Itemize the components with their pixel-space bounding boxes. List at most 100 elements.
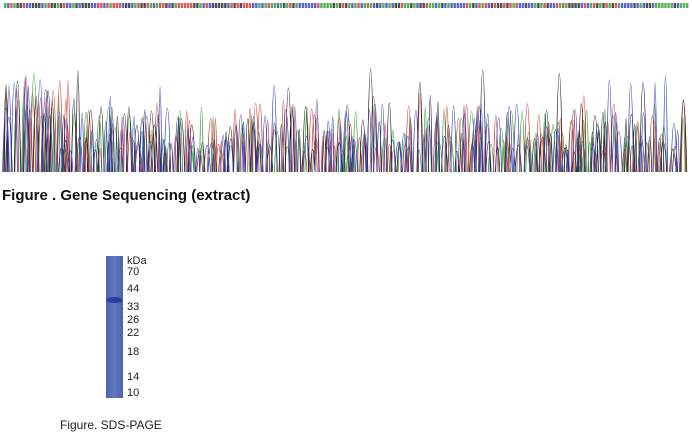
base-letter bbox=[453, 3, 456, 8]
base-letter bbox=[146, 3, 149, 8]
base-letter bbox=[338, 3, 342, 8]
base-letter bbox=[602, 3, 605, 8]
base-letter bbox=[627, 3, 630, 8]
base-letter bbox=[81, 3, 84, 8]
base-letter bbox=[639, 3, 642, 8]
base-letter bbox=[562, 3, 565, 8]
base-letter bbox=[686, 3, 689, 8]
base-letter bbox=[22, 3, 25, 8]
base-letter bbox=[44, 3, 47, 8]
base-letter bbox=[565, 3, 568, 8]
base-letter bbox=[608, 3, 611, 8]
base-letter bbox=[614, 3, 618, 8]
base-letter bbox=[214, 3, 218, 8]
base-letter bbox=[558, 3, 562, 8]
base-letter bbox=[667, 3, 670, 8]
base-letter bbox=[10, 3, 13, 8]
base-letter bbox=[72, 3, 75, 8]
base-letter bbox=[128, 3, 131, 8]
gel-marker: 70 bbox=[127, 266, 140, 278]
base-letter bbox=[264, 3, 267, 8]
base-letter bbox=[4, 3, 7, 8]
base-letter bbox=[540, 3, 543, 8]
base-letter bbox=[137, 3, 140, 8]
base-letter bbox=[298, 3, 301, 8]
gel-marker: 14 bbox=[127, 371, 140, 383]
base-letter bbox=[441, 3, 444, 8]
base-letter bbox=[363, 3, 366, 8]
base-letter bbox=[586, 3, 590, 8]
base-letter bbox=[295, 3, 298, 8]
base-letter bbox=[221, 3, 224, 8]
base-letter bbox=[307, 3, 311, 8]
base-letter bbox=[633, 3, 636, 8]
base-letter bbox=[555, 3, 559, 8]
base-letter bbox=[438, 3, 441, 8]
base-letter bbox=[112, 3, 115, 8]
base-letter bbox=[292, 3, 295, 8]
base-letter bbox=[670, 3, 673, 8]
gel-marker: 44 bbox=[127, 283, 140, 295]
base-letter bbox=[413, 3, 416, 8]
base-letter bbox=[152, 3, 156, 8]
base-letter bbox=[431, 3, 435, 8]
base-letter bbox=[208, 3, 211, 8]
base-letter bbox=[537, 3, 540, 8]
base-letter bbox=[180, 3, 184, 8]
base-letter bbox=[444, 3, 447, 8]
base-letter bbox=[289, 3, 292, 8]
trace bbox=[3, 68, 688, 173]
base-letter bbox=[286, 3, 289, 8]
base-letter bbox=[593, 3, 596, 8]
base-letter bbox=[261, 3, 264, 8]
base-letter bbox=[385, 3, 388, 8]
base-letter bbox=[577, 3, 580, 8]
base-letter bbox=[31, 3, 35, 8]
base-letter bbox=[509, 3, 512, 8]
base-letter bbox=[97, 3, 100, 8]
base-letter bbox=[255, 3, 258, 8]
base-letter bbox=[605, 3, 608, 8]
base-letter bbox=[394, 3, 397, 8]
base-letter bbox=[620, 3, 624, 8]
base-letter bbox=[518, 3, 521, 8]
base-letter bbox=[332, 3, 335, 8]
base-letter bbox=[366, 3, 370, 8]
base-letter bbox=[168, 3, 171, 8]
base-letter bbox=[323, 3, 326, 8]
base-letter bbox=[478, 3, 481, 8]
base-letter bbox=[199, 3, 202, 8]
base-letter bbox=[196, 3, 199, 8]
base-letter bbox=[106, 3, 109, 8]
base-letter bbox=[78, 3, 81, 8]
base-letter bbox=[121, 3, 125, 8]
base-letter bbox=[13, 3, 16, 8]
base-letter bbox=[143, 3, 146, 8]
base-letter bbox=[543, 3, 546, 8]
base-letter bbox=[162, 3, 165, 8]
base-letter bbox=[38, 3, 41, 8]
figure-caption: Figure . Gene Sequencing (extract) bbox=[2, 187, 251, 204]
base-letter bbox=[552, 3, 556, 8]
base-letter bbox=[459, 3, 463, 8]
base-letter bbox=[252, 3, 255, 8]
base-letter bbox=[679, 3, 683, 8]
base-letter bbox=[248, 3, 252, 8]
base-letter bbox=[527, 3, 531, 8]
base-letter bbox=[155, 3, 159, 8]
base-letter bbox=[472, 3, 475, 8]
base-letter bbox=[56, 3, 60, 8]
base-letter bbox=[512, 3, 515, 8]
base-letter bbox=[484, 3, 487, 8]
base-letter bbox=[534, 3, 537, 8]
base-letter bbox=[658, 3, 661, 8]
base-letter bbox=[314, 3, 317, 8]
base-letter bbox=[202, 3, 205, 8]
base-letter bbox=[487, 3, 490, 8]
base-letter bbox=[372, 3, 376, 8]
base-letter bbox=[149, 3, 153, 8]
base-letter bbox=[279, 3, 283, 8]
base-letter bbox=[28, 3, 32, 8]
base-letter bbox=[165, 3, 168, 8]
base-letter bbox=[410, 3, 413, 8]
